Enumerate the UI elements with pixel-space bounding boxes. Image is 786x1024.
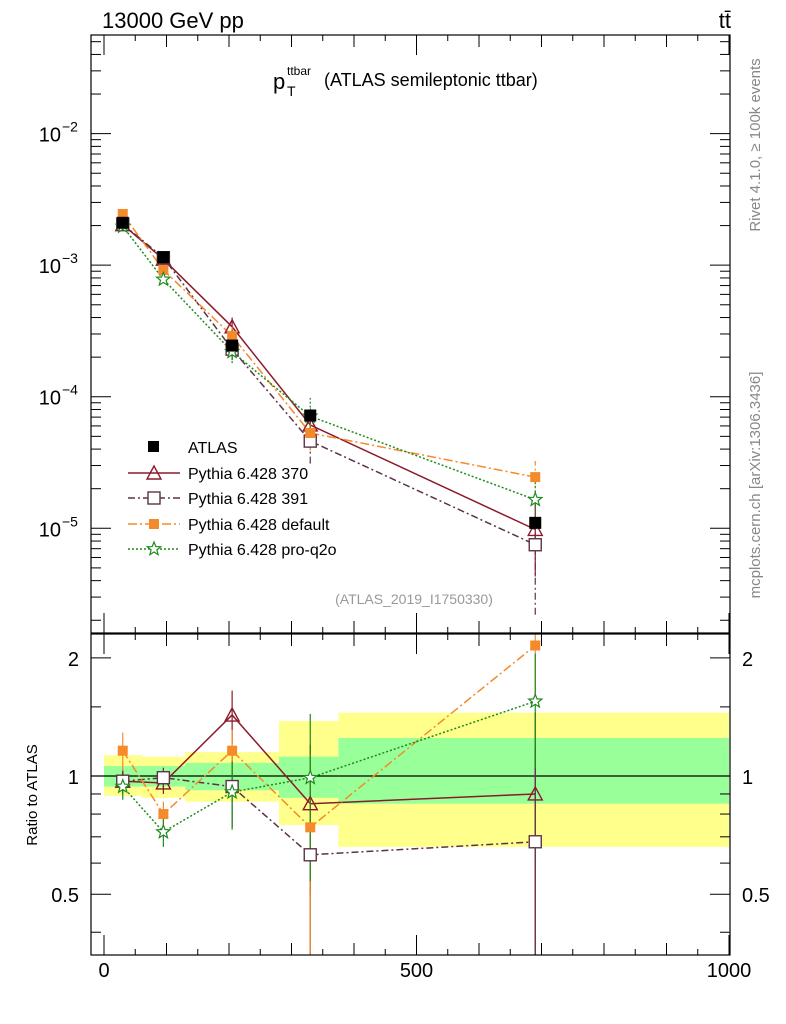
ratio-x-tick-label: 500	[400, 960, 433, 982]
legend-marker-default	[149, 519, 159, 529]
ratio-series-point	[528, 835, 542, 849]
ratio-frame	[90, 633, 731, 956]
atlas-data-point	[116, 216, 129, 229]
legend-marker-atlas	[148, 441, 159, 452]
main-series-point	[155, 270, 172, 287]
atlas-data-point	[226, 339, 239, 352]
plot-title-main: p	[273, 69, 285, 94]
main-y-tick-label: 10	[39, 519, 61, 541]
main-series-point	[117, 208, 128, 219]
main-series-point	[305, 428, 316, 439]
energy-label: 13000 GeV pp	[102, 8, 244, 33]
main-series-point	[528, 538, 542, 552]
ratio-bands	[91, 712, 730, 847]
ratio-series-point	[223, 706, 241, 722]
ratio-series-point	[526, 692, 544, 709]
legend-label-default: Pythia 6.428 default	[188, 517, 330, 534]
legend-label-atlas: ATLAS	[188, 440, 238, 457]
main-y-tick-exp: −4	[62, 382, 78, 398]
ratio-x-tick-label: 1000	[707, 960, 752, 982]
main-data-points	[116, 216, 542, 529]
main-y-tick-exp: −2	[62, 119, 78, 135]
ratio-y-tick-label: 2	[68, 649, 79, 671]
plot-title-sub: T	[287, 83, 296, 99]
main-y-tick-exp: −5	[62, 513, 78, 529]
ratio-x-tick-label: 0	[98, 960, 109, 982]
ratio-panel: 0.5 0.5 1 1 2 2 0 500 1000 Ratio to ATLAS	[24, 633, 770, 982]
main-y-tick-label: 10	[39, 388, 61, 410]
ratio-y-tick-label: 0.5	[51, 885, 79, 907]
legend-marker-370	[145, 464, 163, 480]
ratio-series-point	[301, 769, 319, 785]
main-y-tick-label: 10	[39, 125, 61, 147]
process-label: tt̄	[719, 8, 731, 33]
atlas-data-point	[157, 251, 170, 264]
ratio-series-point	[227, 745, 238, 756]
ratio-series-point	[156, 771, 171, 785]
ratio-series-point	[305, 822, 316, 833]
ratio-series-point	[303, 848, 317, 862]
main-series-line	[122, 225, 536, 501]
ratio-y-tick-label-right: 0.5	[742, 885, 770, 907]
ratio-series-point	[530, 640, 541, 651]
main-series-point	[526, 491, 544, 507]
ratio-series-point	[114, 777, 131, 794]
legend-marker-391	[147, 491, 161, 505]
ratio-series-point	[158, 809, 169, 820]
ratio-series-point	[223, 783, 241, 800]
mcplots-label: mcplots.cern.ch [arXiv:1306.3436]	[747, 372, 764, 599]
plot-title-rest: (ATLAS semileptonic ttbar)	[324, 70, 538, 90]
ratio-axes: 0.5 0.5 1 1 2 2 0 500 1000	[51, 634, 770, 982]
ratio-y-tick-label-right: 1	[742, 767, 753, 789]
ratio-series-point	[527, 785, 544, 801]
plot-title-sup: ttbar	[287, 64, 311, 78]
legend-label-370: Pythia 6.428 370	[188, 466, 308, 483]
legend-label-proq2o: Pythia 6.428 pro-q2o	[188, 542, 337, 559]
atlas-data-point	[304, 409, 317, 422]
main-series-point	[227, 330, 238, 341]
main-series-point	[530, 472, 541, 483]
main-axes: 10−210−310−410−5	[39, 35, 730, 633]
main-series-line	[122, 213, 536, 478]
ratio-y-tick-label-right: 2	[742, 649, 753, 671]
main-series-point	[158, 264, 169, 275]
ratio-y-tick-label: 1	[68, 767, 79, 789]
ratio-series	[114, 634, 544, 955]
main-series-line	[122, 223, 536, 546]
main-series-line	[122, 224, 536, 531]
ratio-series-point	[155, 823, 172, 840]
ratio-series-point	[117, 745, 128, 756]
atlas-data-point	[529, 516, 542, 529]
legend: ATLAS Pythia 6.428 370 Pythia 6.428 391 …	[128, 440, 337, 559]
main-panel: 10−210−310−410−5 p ttbar T (ATLAS semile…	[39, 34, 731, 634]
analysis-id: (ATLAS_2019_I1750330)	[335, 591, 493, 607]
legend-label-391: Pythia 6.428 391	[188, 491, 308, 508]
ratio-series-point	[302, 795, 319, 811]
main-y-tick-label: 10	[39, 256, 61, 278]
main-frame	[90, 34, 731, 634]
ratio-series-line	[122, 644, 536, 829]
legend-marker-proq2o	[145, 540, 163, 557]
ratio-band-green	[338, 737, 729, 804]
ratio-ylabel: Ratio to ATLAS	[24, 744, 41, 845]
rivet-label: Rivet 4.1.0, ≥ 100k events	[747, 58, 764, 231]
main-series-point	[527, 520, 544, 537]
main-y-tick-exp: −3	[62, 250, 78, 266]
